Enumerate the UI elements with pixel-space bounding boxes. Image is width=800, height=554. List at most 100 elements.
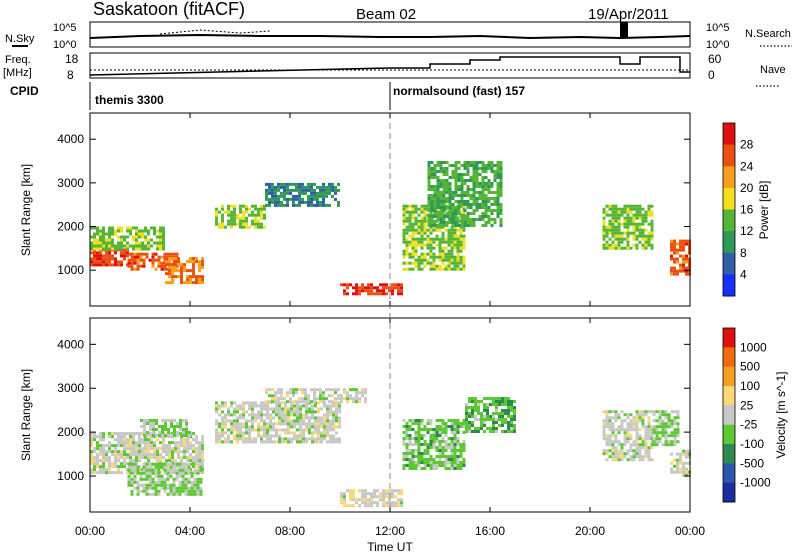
power-cell [391, 283, 394, 287]
power-cell [189, 257, 192, 261]
power-cell [126, 226, 129, 230]
power-cell [456, 261, 460, 265]
power-cell [245, 225, 248, 229]
velocity-cell [444, 422, 448, 425]
power-cell [611, 213, 615, 217]
power-colorbar-tick: 28 [740, 138, 754, 152]
power-cell [441, 261, 445, 265]
velocity-cell [670, 431, 674, 435]
power-cell [343, 292, 346, 296]
velocity-cell [159, 459, 162, 463]
power-cell [414, 237, 418, 241]
velocity-cell [278, 437, 281, 441]
power-cell [679, 239, 682, 243]
velocity-cell [144, 441, 147, 445]
power-cell [427, 173, 431, 176]
velocity-cell [638, 458, 642, 462]
power-cell [638, 204, 642, 208]
power-cell [99, 254, 102, 258]
velocity-cell [143, 428, 146, 431]
power-cell [426, 228, 430, 232]
velocity-cell [192, 444, 195, 448]
power-cell [453, 258, 457, 262]
power-cell [355, 289, 358, 293]
power-cell [426, 258, 430, 262]
velocity-cell [187, 465, 191, 469]
velocity-cell [215, 434, 218, 438]
velocity-cell [638, 449, 642, 453]
velocity-cell [130, 480, 134, 484]
power-cell [685, 266, 688, 270]
power-cell [292, 194, 295, 198]
power-cell [334, 188, 337, 192]
velocity-cell [233, 401, 236, 405]
power-cell [402, 222, 406, 226]
velocity-cell [281, 410, 284, 414]
power-cell [463, 200, 467, 203]
power-ytick-label: 2000 [57, 220, 84, 234]
velocity-region-2 [140, 419, 191, 437]
velocity-cell [664, 416, 668, 420]
power-cell [215, 222, 218, 226]
velocity-cell [169, 462, 173, 466]
velocity-cell [269, 422, 272, 426]
velocity-cell [635, 431, 639, 435]
power-cell [496, 161, 500, 164]
velocity-cell [169, 474, 173, 478]
velocity-cell [335, 413, 338, 417]
velocity-cell [182, 434, 185, 437]
velocity-cell [127, 480, 131, 484]
power-cell [478, 203, 482, 206]
velocity-cell [326, 425, 329, 429]
power-cell [463, 179, 467, 182]
velocity-cell [444, 467, 448, 470]
power-cell [307, 188, 310, 192]
velocity-cell [254, 419, 257, 423]
power-cell [650, 219, 654, 223]
velocity-cell [602, 452, 606, 456]
velocity-cell [138, 432, 141, 436]
velocity-cell [513, 406, 516, 409]
velocity-cell [492, 418, 495, 421]
velocity-cell [196, 468, 200, 472]
velocity-cell [149, 422, 152, 425]
velocity-cell [193, 480, 197, 484]
velocity-cell [227, 419, 230, 423]
velocity-cell [370, 501, 373, 505]
power-cell [227, 210, 230, 214]
velocity-cell [233, 425, 236, 429]
power-cell [328, 203, 331, 207]
power-cell [108, 235, 111, 239]
power-cell [141, 244, 144, 248]
power-cell [99, 260, 102, 264]
power-cell [159, 229, 162, 233]
power-cell [405, 210, 409, 214]
power-cell [151, 258, 155, 262]
velocity-cell [507, 424, 510, 427]
power-cell [426, 246, 430, 250]
power-cell [442, 173, 446, 176]
velocity-cell [364, 388, 367, 392]
velocity-cell [287, 428, 290, 432]
power-cell [475, 200, 479, 203]
velocity-cell [275, 428, 278, 432]
power-colorbar-tick: 8 [740, 246, 747, 260]
velocity-cell [254, 404, 257, 408]
velocity-cell [611, 425, 615, 429]
velocity-cell [450, 446, 454, 449]
velocity-cell [441, 440, 445, 443]
velocity-cell [186, 450, 189, 454]
velocity-cell [245, 437, 248, 441]
velocity-cell [301, 388, 304, 392]
power-cell [391, 292, 394, 296]
power-cell [632, 237, 636, 241]
power-cell [334, 197, 337, 201]
power-cell [475, 197, 479, 200]
velocity-cell [432, 437, 436, 440]
velocity-cell [168, 453, 171, 457]
power-cell [430, 221, 434, 224]
velocity-cell [492, 412, 495, 415]
velocity-cell [275, 407, 278, 411]
velocity-cell [265, 391, 268, 395]
velocity-cell [108, 444, 111, 448]
